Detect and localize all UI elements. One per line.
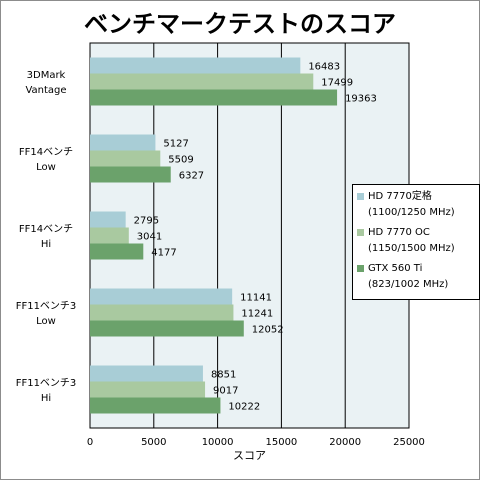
bar — [90, 365, 203, 382]
legend-item: GTX 560 Ti (823/1002 MHz) — [357, 261, 475, 293]
legend-label-line: HD 7770 OC — [368, 227, 430, 238]
legend-label: GTX 560 Ti (823/1002 MHz) — [368, 261, 448, 293]
bar — [90, 227, 129, 244]
bar — [90, 150, 161, 167]
data-label: 16483 — [308, 62, 340, 73]
x-tick-label: 25000 — [393, 437, 425, 448]
bar — [90, 288, 233, 305]
legend-label-line: GTX 560 Ti — [368, 263, 423, 274]
data-label: 3041 — [137, 232, 162, 243]
category-label: Hi — [41, 239, 51, 250]
legend-label-line: HD 7770定格 — [368, 191, 432, 202]
legend-swatch — [357, 265, 364, 272]
bar — [90, 57, 301, 74]
category-label: Low — [36, 316, 56, 327]
x-tick-label: 5000 — [141, 437, 166, 448]
data-label: 5127 — [163, 139, 188, 150]
bar — [90, 304, 234, 321]
legend: HD 7770定格 (1100/1250 MHz) HD 7770 OC (1150/… — [352, 184, 480, 300]
bar — [90, 381, 206, 398]
x-tick-label: 20000 — [329, 437, 361, 448]
bar — [90, 397, 221, 414]
data-label: 2795 — [134, 216, 159, 227]
chart-title: ベンチマークテストのスコア — [84, 10, 396, 38]
category-label: 3DMark — [27, 70, 66, 81]
x-tick-label: 0 — [87, 437, 93, 448]
category-label: Low — [36, 162, 56, 173]
data-label: 12052 — [252, 325, 284, 336]
bar — [90, 89, 338, 106]
bar — [90, 134, 156, 151]
category-label: Vantage — [25, 85, 66, 96]
x-tick-label: 15000 — [265, 437, 297, 448]
legend-label-line: (1150/1500 MHz) — [368, 243, 455, 254]
legend-label: HD 7770定格 (1100/1250 MHz) — [368, 189, 455, 221]
legend-item: HD 7770 OC (1150/1500 MHz) — [357, 225, 475, 257]
bar — [90, 243, 144, 260]
legend-swatch — [357, 193, 364, 200]
legend-label-line: (1100/1250 MHz) — [368, 207, 455, 218]
x-tick-label: 10000 — [202, 437, 234, 448]
data-label: 17499 — [321, 78, 353, 89]
data-label: 4177 — [151, 248, 176, 259]
data-label: 8851 — [211, 370, 236, 381]
data-label: 5509 — [168, 155, 193, 166]
x-axis-title: スコア — [233, 449, 266, 462]
legend-swatch — [357, 229, 364, 236]
data-label: 19363 — [345, 94, 377, 105]
bar — [90, 73, 314, 90]
category-label: FF11ベンチ3 — [16, 300, 77, 312]
data-label: 6327 — [179, 171, 204, 182]
data-label: 11241 — [241, 309, 273, 320]
legend-label-line: (823/1002 MHz) — [368, 279, 449, 290]
data-label: 9017 — [213, 386, 238, 397]
category-label: FF14ベンチ — [19, 223, 73, 235]
data-label: 10222 — [228, 402, 260, 413]
legend-item: HD 7770定格 (1100/1250 MHz) — [357, 189, 475, 221]
bar — [90, 211, 126, 228]
bar — [90, 166, 171, 183]
data-label: 11141 — [240, 293, 272, 304]
category-label: FF14ベンチ — [19, 146, 73, 158]
category-label: Hi — [41, 393, 51, 404]
legend-label: HD 7770 OC (1150/1500 MHz) — [368, 225, 455, 257]
category-label: FF11ベンチ3 — [16, 377, 77, 389]
bar — [90, 320, 244, 337]
